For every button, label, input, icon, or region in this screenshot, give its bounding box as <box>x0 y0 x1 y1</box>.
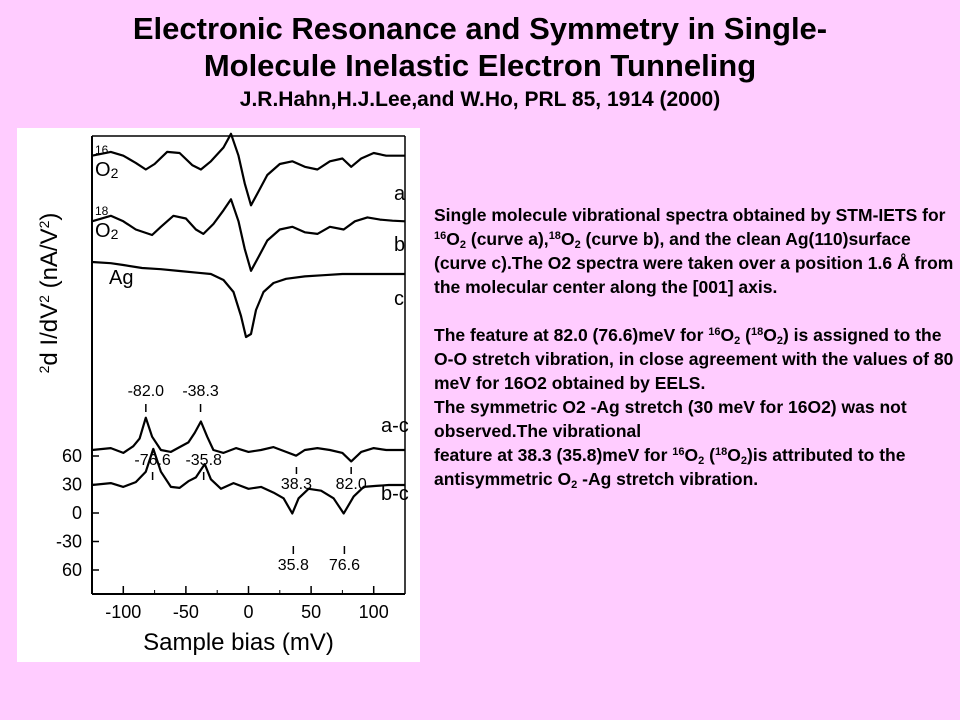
curve-label-molecule-name: O <box>95 159 111 181</box>
peak-annotation-mid-label: -35.8 <box>185 452 222 469</box>
title-line-2: Molecule Inelastic Electron Tunneling <box>203 48 757 83</box>
description-p3: The symmetric O2 -Ag stretch (30 meV for… <box>434 397 907 441</box>
p2-sup-1: 16 <box>708 326 721 338</box>
p4-text-d: O <box>727 445 741 465</box>
description-p2: The feature at 82.0 (76.6)meV for 16O2 (… <box>434 323 954 395</box>
x-tick-label: -50 <box>173 602 199 622</box>
series-label-b-c: b-c <box>381 483 409 505</box>
y-label-part: I/dV <box>36 303 63 352</box>
paragraph-gap <box>434 299 954 323</box>
p4-sup-2: 18 <box>715 446 728 458</box>
series-label-a: a <box>394 183 406 205</box>
description-p4: feature at 38.3 (35.8)meV for 16O2 (18O2… <box>434 443 954 491</box>
curve-label-molecule: Ag <box>109 267 133 289</box>
p4-sup-1: 16 <box>672 446 685 458</box>
series-label-c: c <box>394 288 404 310</box>
p2-sub-2: 2 <box>776 335 783 347</box>
p4-sub-3: 2 <box>571 479 578 491</box>
peak-annotation-bottom-label: 76.6 <box>329 557 360 574</box>
p2-text-a: The feature at 82.0 (76.6)meV for <box>434 325 709 345</box>
curve-label-molecule: O2 <box>95 220 119 242</box>
x-tick-label: 50 <box>301 602 321 622</box>
p1-sub-1: 2 <box>459 239 466 251</box>
curve-label-subscript: 2 <box>111 165 119 181</box>
slide-title: Electronic Resonance and Symmetry in Sin… <box>0 10 960 114</box>
p4-text-a: feature at 38.3 (35.8)meV for <box>434 445 673 465</box>
y-label-superscript: 2 <box>36 220 52 228</box>
p4-text-b: O <box>684 445 699 465</box>
citation: J.R.Hahn,H.J.Lee,and W.Ho, PRL 85, 1914 … <box>239 88 721 111</box>
peak-annotation-top-label: -82.0 <box>128 383 165 400</box>
x-tick-label: 0 <box>243 602 253 622</box>
p1-sup-2: 18 <box>548 230 561 242</box>
p2-text-b: O <box>720 325 735 345</box>
curve-label-molecule-name: Ag <box>109 267 133 289</box>
curve-label-mass: 18 <box>95 204 109 218</box>
p1-text-a: Single molecule vibrational spectra obta… <box>434 205 946 225</box>
peak-annotation-mid-label: 38.3 <box>281 476 312 493</box>
series-label-b: b <box>394 234 405 256</box>
p4-sub-1: 2 <box>698 455 705 467</box>
description-p1: Single molecule vibrational spectra obta… <box>434 203 954 299</box>
x-axis-label: Sample bias (mV) <box>143 629 334 656</box>
curve-label-molecule-name: O <box>95 220 111 242</box>
y-label-part: d <box>36 352 63 365</box>
p4-text-e: )is attributed to the antisymmetric O <box>434 445 906 489</box>
peak-annotation-bottom-label: 35.8 <box>278 557 309 574</box>
peak-annotation-mid-label: -76.6 <box>134 452 171 469</box>
y-tick-label: -30 <box>56 532 82 552</box>
p1-text-e: (curve b), and the clean Ag(110)surface … <box>434 229 954 297</box>
p4-text-f: -Ag stretch vibration. <box>577 469 759 489</box>
spectra-figure: -100 -50 0 50 100 60 30 0 -30 60 Sample bias (mV)… <box>17 128 420 662</box>
p1-text-b: O <box>446 229 460 249</box>
curve-label-subscript: 2 <box>111 226 119 242</box>
p2-text-e: ) is assigned to the O-O stretch vibrati… <box>434 325 954 393</box>
x-tick-label: 100 <box>359 602 389 622</box>
y-label-part: (nA/V <box>36 228 63 295</box>
y-tick-label: 60 <box>62 446 82 466</box>
p2-sup-2: 18 <box>750 326 764 338</box>
series-line-b-c <box>91 447 405 515</box>
curve-label-mass: 16 <box>95 143 109 157</box>
p4-text-c: ( <box>704 445 715 465</box>
p1-sup-1: 16 <box>434 230 447 242</box>
series-line-c <box>91 260 405 339</box>
series-line-a-c <box>91 416 405 463</box>
y-tick-label: 60 <box>62 560 82 580</box>
p1-sub-2: 2 <box>574 239 581 251</box>
y-label-superscript: 2 <box>36 295 52 303</box>
x-tick-label: -100 <box>105 602 141 622</box>
spectra-chart: -100 -50 0 50 100 60 30 0 -30 60 Sample bias (mV)… <box>36 132 409 656</box>
description: Single molecule vibrational spectra obta… <box>434 203 954 491</box>
p2-sub-1: 2 <box>734 335 741 347</box>
peak-annotation-mid-label: 82.0 <box>336 476 367 493</box>
peak-annotation-top-label: -38.3 <box>182 383 219 400</box>
series-line-a <box>91 132 405 207</box>
y-label-part: ) <box>36 213 63 221</box>
p2-text-d: O <box>763 325 777 345</box>
p4-sub-2: 2 <box>740 455 747 467</box>
curve-label-molecule: O2 <box>95 159 119 181</box>
y-axis-label: 2d I/dV2 (nA/V2) <box>36 213 63 374</box>
series-line-b <box>91 198 406 272</box>
y-label-superscript: 2 <box>36 365 52 373</box>
title-line-1: Electronic Resonance and Symmetry in Sin… <box>132 11 828 46</box>
p1-text-d: O <box>560 229 575 249</box>
p1-text-c: (curve a), <box>466 229 549 249</box>
y-tick-label: 30 <box>62 475 82 495</box>
series-label-a-c: a-c <box>381 415 409 437</box>
p2-text-c: ( <box>740 325 751 345</box>
y-tick-label: 0 <box>72 503 82 523</box>
